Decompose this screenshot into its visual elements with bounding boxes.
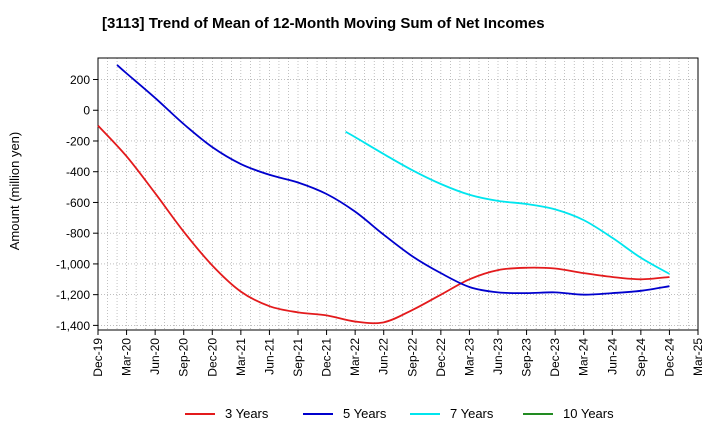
series-line-7-years [345, 130, 670, 275]
x-tick-label: Mar-23 [462, 338, 476, 376]
x-tick-label: Sep-24 [634, 338, 648, 377]
legend-item: 3 Years [185, 406, 268, 421]
grid-lines [98, 58, 698, 330]
legend: 3 Years 5 Years 7 Years 10 Years [0, 406, 720, 426]
x-tick-label: Sep-23 [520, 338, 534, 377]
x-tick-label: Jun-23 [491, 338, 505, 375]
x-tick-label: Mar-21 [234, 338, 248, 376]
y-tick-label: 0 [83, 104, 90, 118]
y-axis-ticks: 200 0 -200 -400 -600 -800 -1,000 -1,200 -1,400 [56, 73, 98, 333]
x-tick-label: Dec-20 [205, 338, 219, 377]
x-tick-label: Mar-20 [120, 338, 134, 376]
y-tick-label: -1,400 [56, 319, 90, 333]
y-tick-label: -600 [66, 196, 90, 210]
y-tick-label: -800 [66, 227, 90, 241]
legend-swatch [185, 412, 215, 415]
series-lines [97, 64, 670, 325]
x-tick-label: Sep-20 [177, 338, 191, 377]
chart-title: [3113] Trend of Mean of 12-Month Moving … [102, 15, 545, 32]
legend-label: 10 Years [563, 406, 614, 421]
x-tick-label: Dec-24 [662, 338, 676, 377]
x-tick-label: Jun-20 [148, 338, 162, 375]
y-tick-label: -1,200 [56, 288, 90, 302]
x-tick-label: Mar-22 [348, 338, 362, 376]
legend-item: 10 Years [523, 406, 614, 421]
series-line-5-years [116, 64, 670, 296]
x-tick-label: Jun-24 [605, 338, 619, 375]
legend-label: 5 Years [343, 406, 387, 421]
legend-swatch [303, 412, 333, 415]
x-tick-label: Sep-22 [405, 338, 419, 377]
x-tick-label: Sep-21 [291, 338, 305, 377]
series-line-3-years [97, 125, 670, 325]
x-tick-label: Dec-19 [91, 338, 105, 377]
y-tick-label: 200 [70, 73, 90, 87]
y-tick-label: -200 [66, 134, 90, 148]
y-tick-label: -400 [66, 165, 90, 179]
legend-label: 7 Years [450, 406, 494, 421]
x-tick-label: Mar-24 [577, 338, 591, 376]
x-tick-label: Dec-23 [548, 338, 562, 377]
x-tick-label: Jun-21 [262, 338, 276, 375]
legend-swatch [410, 412, 440, 415]
legend-label: 3 Years [225, 406, 269, 421]
y-tick-label: -1,000 [56, 257, 90, 271]
x-axis-ticks: Dec-19 Mar-20 Jun-20 Sep-20 Dec-20 Mar-21 Jun-… [91, 330, 705, 377]
x-tick-label: Mar-25 [691, 338, 705, 376]
x-tick-label: Dec-22 [434, 338, 448, 377]
x-tick-label: Jun-22 [377, 338, 391, 375]
legend-swatch [523, 412, 553, 415]
y-axis-label: Amount (million yen) [7, 132, 22, 251]
legend-item: 5 Years [303, 406, 386, 421]
plot-area-border [97, 57, 699, 331]
x-tick-label: Dec-21 [320, 338, 334, 377]
legend-item: 7 Years [410, 406, 493, 421]
